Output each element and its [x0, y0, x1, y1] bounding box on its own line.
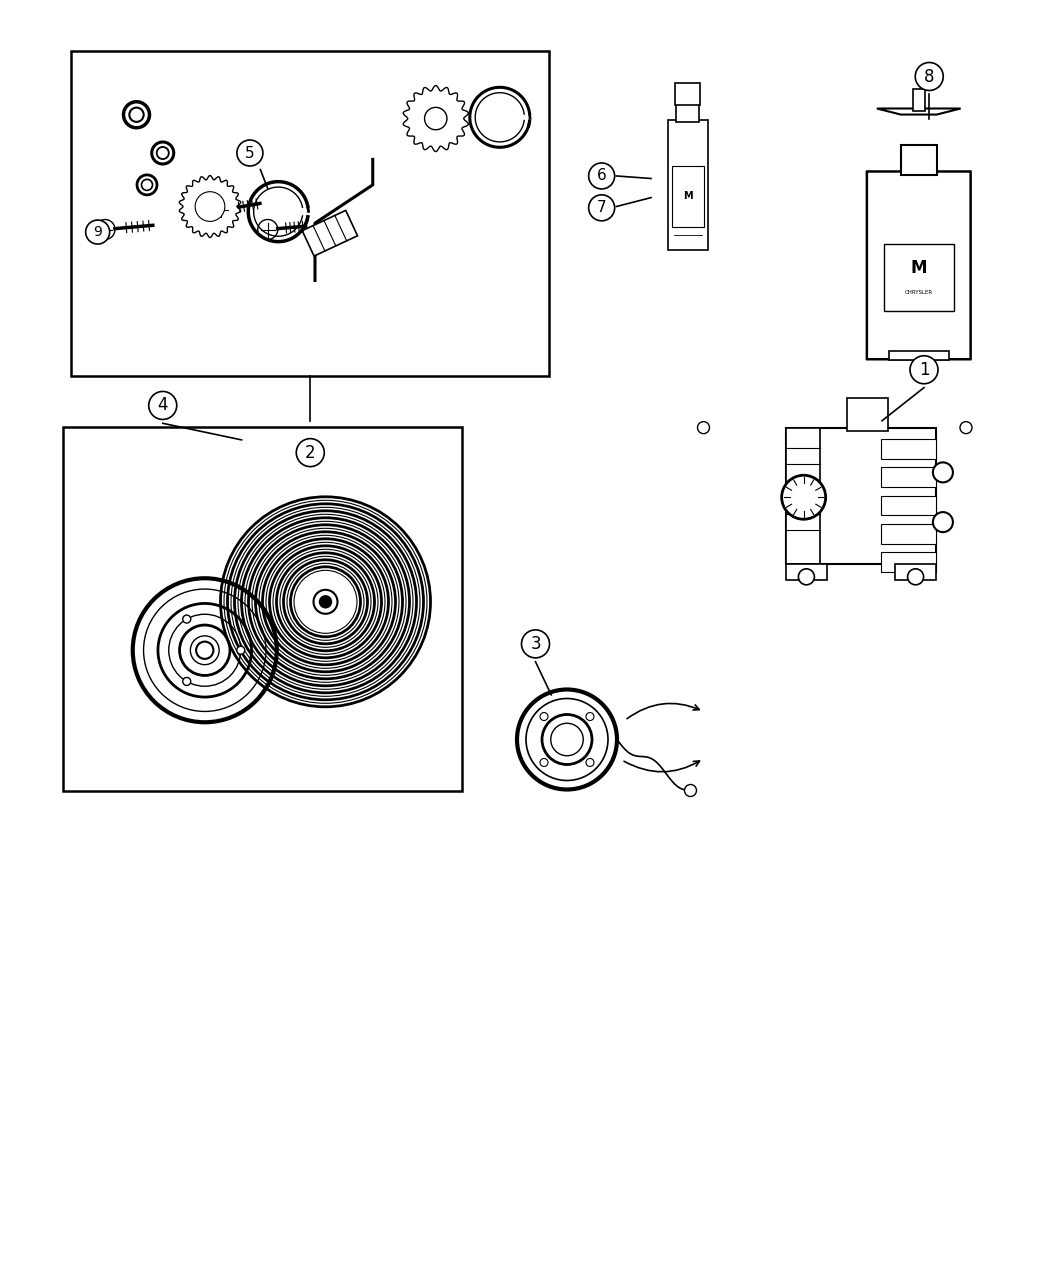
Bar	[785, 427, 820, 564]
Circle shape	[589, 163, 614, 189]
Text: 6: 6	[596, 168, 607, 184]
Bar	[71, 51, 549, 376]
Circle shape	[424, 107, 447, 130]
Circle shape	[907, 569, 924, 585]
Circle shape	[314, 590, 337, 613]
Circle shape	[781, 476, 825, 519]
Circle shape	[237, 140, 262, 166]
Circle shape	[916, 62, 943, 91]
Bar	[895, 564, 937, 580]
Circle shape	[932, 513, 953, 532]
Circle shape	[183, 615, 191, 623]
Circle shape	[183, 677, 191, 686]
Bar	[672, 166, 704, 227]
Bar	[881, 552, 937, 572]
Circle shape	[210, 200, 231, 221]
Text: M: M	[682, 191, 693, 201]
Circle shape	[586, 713, 594, 720]
Bar	[881, 468, 937, 487]
Circle shape	[522, 630, 549, 658]
Circle shape	[589, 195, 614, 221]
Circle shape	[94, 219, 116, 240]
Circle shape	[540, 713, 548, 720]
Circle shape	[526, 699, 608, 780]
Bar	[668, 120, 708, 250]
Bar	[847, 398, 888, 431]
Bar	[888, 351, 949, 361]
Text: 7: 7	[596, 200, 607, 215]
Circle shape	[129, 107, 144, 122]
Bar	[881, 439, 937, 459]
Text: 8: 8	[924, 68, 934, 85]
Circle shape	[798, 569, 815, 585]
Text: 3: 3	[530, 635, 541, 653]
Circle shape	[136, 175, 158, 195]
Circle shape	[156, 147, 169, 159]
Circle shape	[960, 422, 972, 434]
Circle shape	[86, 221, 109, 244]
Text: 2: 2	[304, 444, 316, 462]
Bar	[785, 564, 827, 580]
Circle shape	[517, 690, 617, 789]
Text: CHRYSLER: CHRYSLER	[905, 291, 932, 295]
Circle shape	[195, 191, 225, 222]
Circle shape	[124, 102, 149, 128]
Circle shape	[296, 439, 324, 467]
Circle shape	[132, 579, 277, 722]
Circle shape	[236, 646, 245, 654]
Text: 9: 9	[93, 226, 102, 238]
Circle shape	[319, 595, 332, 608]
Bar	[785, 427, 937, 564]
Text: 5: 5	[245, 145, 255, 161]
Circle shape	[149, 391, 176, 419]
Circle shape	[910, 356, 938, 384]
Bar	[676, 103, 699, 122]
Circle shape	[257, 219, 278, 240]
Bar	[675, 83, 700, 105]
Polygon shape	[877, 108, 961, 115]
Text: M: M	[910, 259, 927, 278]
Bar	[912, 89, 925, 111]
Bar	[881, 496, 937, 515]
Circle shape	[697, 422, 710, 434]
Bar	[881, 524, 937, 543]
Circle shape	[196, 641, 213, 659]
Bar	[884, 245, 953, 311]
Polygon shape	[180, 176, 240, 237]
Circle shape	[152, 142, 173, 164]
Bar	[901, 145, 937, 175]
Text: 1: 1	[919, 361, 929, 379]
FancyBboxPatch shape	[867, 171, 970, 360]
Bar	[63, 427, 462, 790]
Circle shape	[685, 784, 696, 797]
Circle shape	[586, 759, 594, 766]
Circle shape	[932, 463, 953, 482]
Circle shape	[142, 180, 152, 190]
Circle shape	[542, 714, 592, 765]
Polygon shape	[403, 85, 468, 152]
FancyBboxPatch shape	[302, 210, 358, 256]
Circle shape	[551, 723, 583, 756]
Text: 4: 4	[158, 397, 168, 414]
Circle shape	[540, 759, 548, 766]
